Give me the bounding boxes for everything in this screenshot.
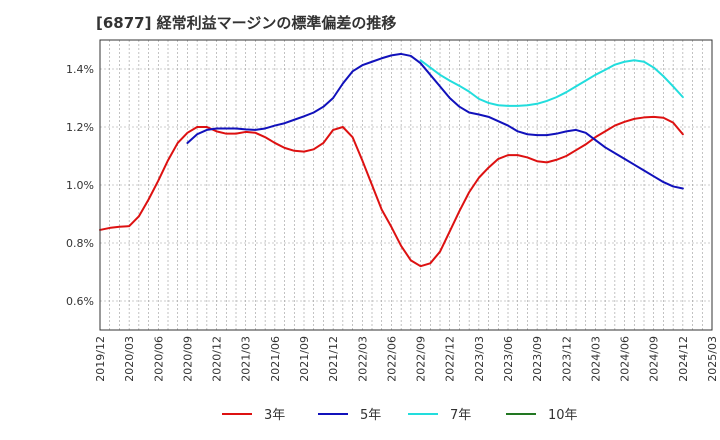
x-tick-label: 2023/03	[473, 336, 486, 382]
series-line-3年	[99, 115, 684, 268]
series-line-5年	[186, 52, 684, 190]
x-tick-label: 2022/09	[415, 336, 428, 382]
legend-label-3年: 3年	[264, 408, 285, 423]
grid-layer	[99, 40, 713, 330]
x-tick-label: 2025/03	[706, 336, 719, 382]
x-tick-label: 2024/12	[677, 336, 690, 382]
x-tick-label: 2024/06	[619, 336, 632, 382]
x-tick-label: 2020/09	[181, 336, 194, 382]
y-tick-label: 1.4%	[66, 63, 94, 76]
x-tick-label: 2024/03	[589, 336, 602, 382]
x-tick-label: 2020/12	[211, 336, 224, 382]
y-tick-label: 0.6%	[66, 295, 94, 308]
x-tick-label: 2022/12	[444, 336, 457, 382]
legend-label-5年: 5年	[360, 408, 381, 423]
x-tick-label: 2022/06	[385, 336, 398, 382]
x-tick-label: 2021/12	[327, 336, 340, 382]
x-tick-label: 2022/03	[356, 336, 369, 382]
y-tick-label: 1.2%	[66, 121, 94, 134]
x-tick-label: 2021/09	[298, 336, 311, 382]
series-line-7年	[419, 59, 684, 107]
plot-frame	[99, 39, 713, 331]
legend-label-7年: 7年	[450, 408, 471, 423]
legend-label-10年: 10年	[548, 408, 578, 423]
axis-layer: 0.6% 0.8% 1.0% 1.2% 1.4% 2019/12 2020/03 2020/0…	[66, 39, 719, 382]
x-tick-label: 2021/06	[269, 336, 282, 382]
legend: 3年 5年 7年 10年	[222, 408, 578, 423]
x-tick-label: 2023/09	[531, 336, 544, 382]
x-tick-label: 2023/12	[560, 336, 573, 382]
y-tick-label: 1.0%	[66, 179, 94, 192]
series-layer	[99, 52, 684, 268]
x-tick-label: 2024/09	[648, 336, 661, 382]
x-tick-label: 2020/03	[123, 336, 136, 382]
chart-title: [6877] 経常利益マージンの標準偏差の推移	[96, 14, 397, 32]
x-tick-label: 2021/03	[240, 336, 253, 382]
x-tick-label: 2019/12	[94, 336, 107, 382]
y-tick-label: 0.8%	[66, 237, 94, 250]
x-tick-label: 2020/06	[152, 336, 165, 382]
x-tick-label: 2023/06	[502, 336, 515, 382]
